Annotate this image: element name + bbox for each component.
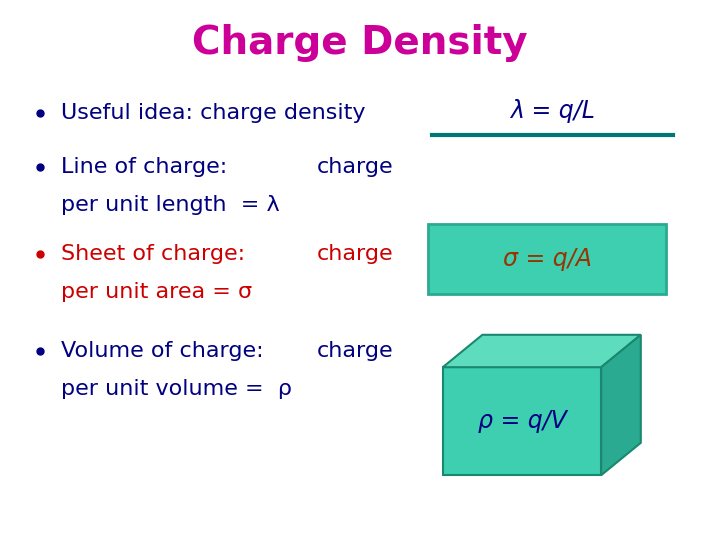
Text: charge: charge (317, 244, 393, 264)
Text: λ = q/L: λ = q/L (510, 99, 595, 123)
Text: per unit volume =  ρ: per unit volume = ρ (61, 379, 292, 399)
Text: charge: charge (317, 341, 393, 361)
Text: per unit area = σ: per unit area = σ (61, 281, 252, 302)
FancyBboxPatch shape (428, 224, 666, 294)
Text: Charge Density: Charge Density (192, 24, 528, 62)
Text: ρ = q/V: ρ = q/V (478, 409, 567, 433)
Polygon shape (601, 335, 641, 475)
Text: per unit length  = λ: per unit length = λ (61, 195, 280, 215)
Text: Line of charge:: Line of charge: (61, 157, 228, 178)
Polygon shape (443, 335, 641, 367)
Polygon shape (443, 367, 601, 475)
Text: σ = q/A: σ = q/A (503, 247, 592, 271)
Text: Volume of charge:: Volume of charge: (61, 341, 264, 361)
Text: charge: charge (317, 157, 393, 178)
Text: Useful idea: charge density: Useful idea: charge density (61, 103, 366, 124)
Text: Sheet of charge:: Sheet of charge: (61, 244, 246, 264)
